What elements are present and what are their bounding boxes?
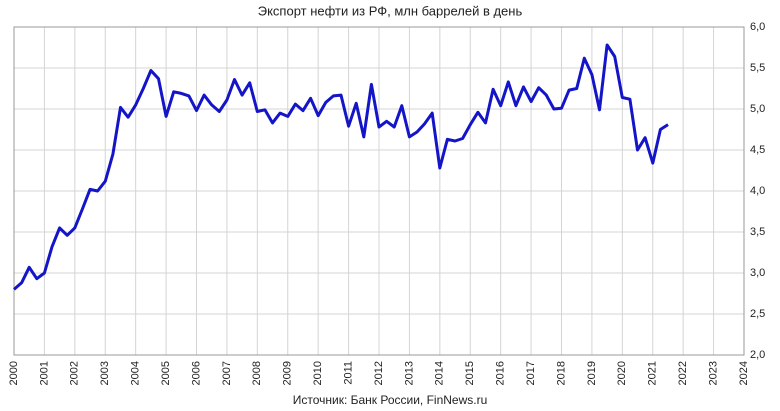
x-tick-label: 2007 — [221, 361, 233, 385]
x-tick-label: 2005 — [160, 361, 172, 385]
y-tick-label: 4,5 — [750, 144, 765, 156]
x-tick-label: 2014 — [434, 361, 446, 385]
x-tick-label: 2001 — [38, 361, 50, 385]
plot-border — [13, 26, 745, 356]
y-tick-label: 3,5 — [750, 226, 765, 238]
x-tick-label: 2019 — [586, 361, 598, 385]
x-tick-label: 2006 — [190, 361, 202, 385]
x-tick-label: 2022 — [677, 361, 689, 385]
y-tick-label: 4,0 — [750, 185, 765, 197]
x-tick-label: 2015 — [464, 361, 476, 385]
x-tick-label: 2002 — [69, 361, 81, 385]
y-tick-label: 6,0 — [750, 21, 765, 33]
x-tick-label: 2024 — [738, 361, 750, 385]
y-tick-label: 2,5 — [750, 308, 765, 320]
x-tick-label: 2012 — [373, 361, 385, 385]
x-tick-label: 2011 — [342, 361, 354, 385]
x-tick-label: 2020 — [616, 361, 628, 385]
y-tick-label: 3,0 — [750, 267, 765, 279]
y-tick-label: 5,0 — [750, 103, 765, 115]
x-tick-label: 2003 — [99, 361, 111, 385]
data-line — [13, 43, 669, 291]
source-note: Источник: Банк России, FinNews.ru — [293, 393, 488, 407]
x-tick-label: 2004 — [130, 361, 142, 385]
x-tick-label: 2021 — [647, 361, 659, 385]
x-tick-label: 2010 — [312, 361, 324, 385]
chart-title: Экспорт нефти из РФ, млн баррелей в день — [258, 3, 523, 18]
x-tick-label: 2018 — [555, 361, 567, 385]
x-tick-label: 2016 — [495, 361, 507, 385]
x-tick-label: 2017 — [525, 361, 537, 385]
x-tick-label: 2009 — [282, 361, 294, 385]
x-tick-label: 2013 — [403, 361, 415, 385]
x-tick-label: 2000 — [8, 361, 20, 385]
x-tick-label: 2023 — [707, 361, 719, 385]
x-tick-label: 2008 — [251, 361, 263, 385]
y-tick-label: 5,5 — [750, 62, 765, 74]
y-tick-label: 2,0 — [750, 349, 765, 361]
